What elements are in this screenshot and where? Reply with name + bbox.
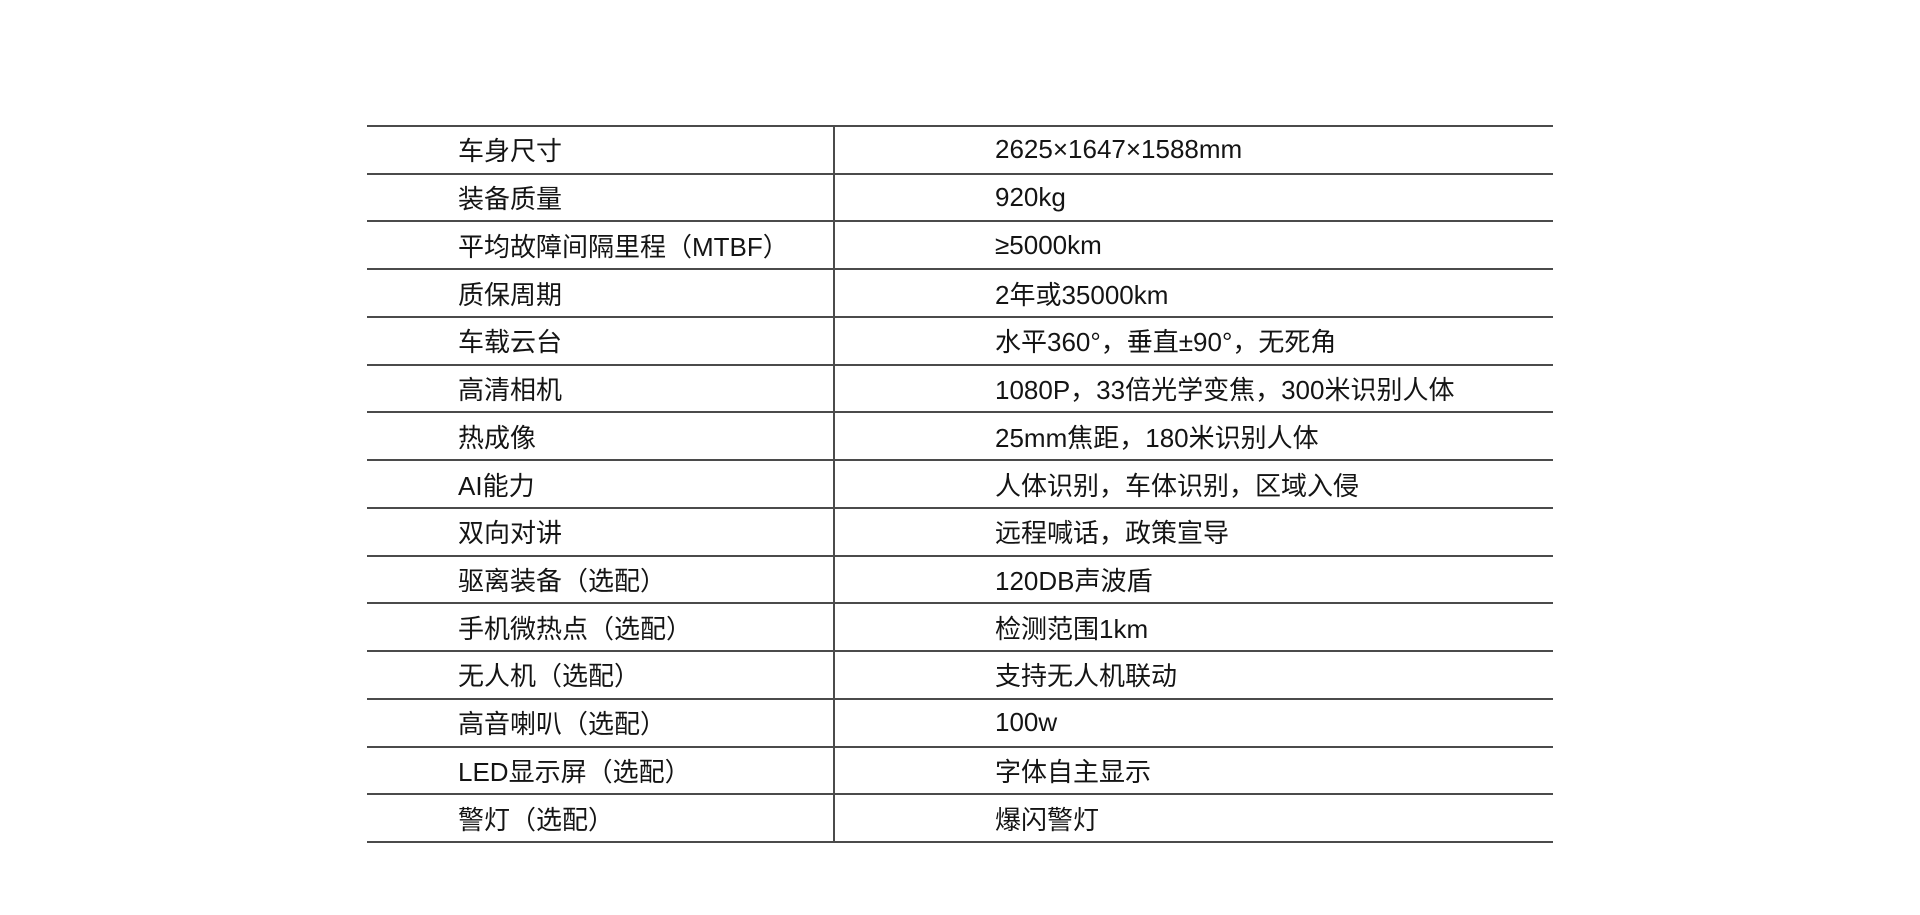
spec-label: 热成像	[458, 422, 537, 453]
table-row: LED显示屏（选配） 字体自主显示	[367, 745, 1553, 794]
table-row: 手机微热点（选配） 检测范围1km	[367, 602, 1553, 651]
spec-value: 爆闪警灯	[833, 795, 1553, 842]
spec-label: 无人机（选配）	[458, 661, 641, 692]
spec-value: 1080P，33倍光学变焦，300米识别人体	[833, 365, 1553, 412]
spec-label: 高清相机	[458, 375, 563, 406]
table-row: 无人机（选配） 支持无人机联动	[367, 650, 1553, 698]
table-row: 装备质量 920kg	[367, 172, 1553, 221]
spec-label: 车身尺寸	[458, 136, 563, 167]
spec-value: 120DB声波盾	[833, 556, 1553, 603]
spec-value: 100w	[833, 699, 1553, 746]
spec-label: 双向对讲	[458, 518, 563, 549]
spec-label: 质保周期	[458, 279, 563, 310]
spec-table: 车身尺寸 2625×1647×1588mm 装备质量 920kg 平均故障间隔里…	[367, 125, 1553, 843]
table-row: 车身尺寸 2625×1647×1588mm	[367, 125, 1553, 173]
table-row: 高清相机 1080P，33倍光学变焦，300米识别人体	[367, 363, 1553, 412]
spec-value: 2625×1647×1588mm	[833, 127, 1553, 173]
table-row: 驱离装备（选配） 120DB声波盾	[367, 554, 1553, 603]
table-row: 警灯（选配） 爆闪警灯	[367, 793, 1553, 842]
spec-value: 远程喊话，政策宣导	[833, 508, 1553, 555]
spec-value: 水平360°，垂直±90°，无死角	[833, 317, 1553, 364]
spec-value: 字体自主显示	[833, 747, 1553, 794]
table-row: AI能力 人体识别，车体识别，区域入侵	[367, 459, 1553, 507]
spec-label: 驱离装备（选配）	[458, 565, 667, 596]
spec-value: 人体识别，车体识别，区域入侵	[833, 461, 1553, 507]
spec-value: 支持无人机联动	[833, 652, 1553, 698]
table-row: 平均故障间隔里程（MTBF） ≥5000km	[367, 220, 1553, 269]
spec-value: 检测范围1km	[833, 604, 1553, 651]
spec-label: LED显示屏（选配）	[458, 756, 691, 787]
spec-label: 警灯（选配）	[458, 804, 615, 835]
spec-label: 车载云台	[458, 327, 563, 358]
spec-label: AI能力	[458, 470, 535, 501]
table-row: 质保周期 2年或35000km	[367, 268, 1553, 316]
table-row: 双向对讲 远程喊话，政策宣导	[367, 506, 1553, 555]
spec-value: 920kg	[833, 174, 1553, 221]
spec-value: 25mm焦距，180米识别人体	[833, 413, 1553, 460]
spec-label: 平均故障间隔里程（MTBF）	[458, 231, 789, 262]
table-row: 车载云台 水平360°，垂直±90°，无死角	[367, 315, 1553, 364]
spec-label: 手机微热点（选配）	[458, 613, 693, 644]
table-row: 高音喇叭（选配） 100w	[367, 697, 1553, 746]
spec-label: 高音喇叭（选配）	[458, 709, 667, 740]
table-row: 热成像 25mm焦距，180米识别人体	[367, 411, 1553, 460]
spec-label: 装备质量	[458, 184, 563, 215]
spec-value: 2年或35000km	[833, 270, 1553, 316]
spec-value: ≥5000km	[833, 222, 1553, 269]
